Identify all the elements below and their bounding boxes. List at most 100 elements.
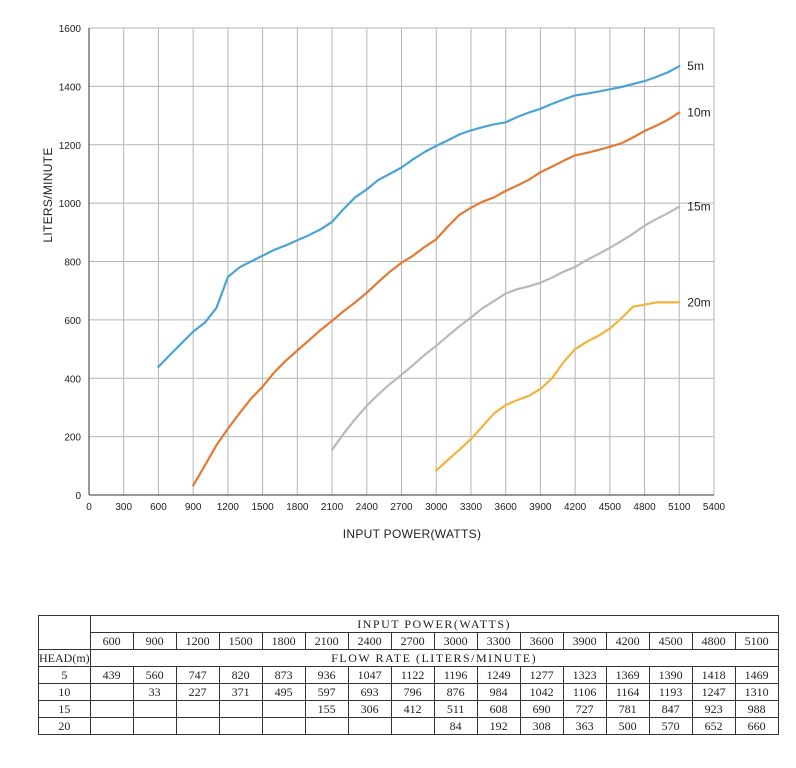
axes: 0 300 600 900 1200 1500 1800 2100 2400 2700 3000 33… [59, 24, 726, 513]
flow-value-cell [89, 700, 134, 718]
flow-value-cell: 439 [89, 666, 134, 684]
flow-value-cell [132, 717, 177, 735]
flow-value-cell: 155 [304, 700, 349, 718]
x-tick-label: 4200 [564, 502, 587, 513]
flow-value-cell: 1106 [562, 683, 607, 701]
flow-value-cell [132, 700, 177, 718]
table-row: 20 84 192 308 363 500 570 652 660 [38, 717, 779, 735]
flow-value-cell: 500 [605, 717, 650, 735]
power-header-cell: 3300 [476, 632, 521, 650]
flow-value-cell [89, 683, 134, 701]
flow-value-cell: 727 [562, 700, 607, 718]
flow-value-cell [218, 700, 263, 718]
flow-value-cell: 747 [175, 666, 220, 684]
x-tick-label: 3600 [495, 502, 518, 513]
x-tick-label: 2100 [321, 502, 344, 513]
power-header-cell: 4500 [648, 632, 693, 650]
x-tick-label: 1800 [286, 502, 309, 513]
power-header-cell: 4200 [605, 632, 650, 650]
y-tick-label: 400 [64, 374, 81, 385]
flow-value-cell: 363 [562, 717, 607, 735]
pump-curve-chart: 0 300 600 900 1200 1500 1800 2100 2400 2700 3000 33… [41, 24, 726, 541]
flow-value-cell: 936 [304, 666, 349, 684]
power-header-cell: 1500 [218, 632, 263, 650]
flow-value-cell: 873 [261, 666, 306, 684]
flow-value-cell: 1323 [562, 666, 607, 684]
x-tick-label: 2400 [356, 502, 379, 513]
y-tick-label: 1400 [59, 82, 82, 93]
flow-value-cell: 1042 [519, 683, 564, 701]
x-tick-label: 4500 [599, 502, 622, 513]
flow-value-cell: 495 [261, 683, 306, 701]
flow-value-cell: 1469 [734, 666, 779, 684]
flow-rate-caption: FLOW RATE (LITERS/MINUTE) [89, 649, 779, 667]
series-line-10m [192, 111, 681, 487]
x-tick-label: 4800 [633, 502, 656, 513]
flow-value-cell: 308 [519, 717, 564, 735]
flow-rate-table: INPUT POWER(WATTS) 600 900 1200 1500 1800 2100… [38, 615, 779, 735]
flow-value-cell: 597 [304, 683, 349, 701]
flow-value-cell: 781 [605, 700, 650, 718]
x-tick-label: 600 [150, 502, 167, 513]
head-label-cell: HEAD(m) [38, 649, 91, 667]
table-corner-cell [38, 615, 91, 650]
flow-value-cell: 1369 [605, 666, 650, 684]
series-line-20m [435, 301, 681, 472]
series-label-20m: 20m [687, 295, 710, 309]
y-axis-title: LITERS/MINUTE [41, 147, 55, 242]
series-label-15m: 15m [687, 200, 710, 214]
flow-value-cell: 1196 [433, 666, 478, 684]
x-tick-label: 2700 [390, 502, 413, 513]
flow-value-cell: 84 [433, 717, 478, 735]
flow-value-cell: 652 [691, 717, 736, 735]
x-tick-label: 1200 [217, 502, 240, 513]
flow-value-cell [261, 717, 306, 735]
input-power-caption: INPUT POWER(WATTS) [89, 615, 779, 633]
power-header-cell: 600 [89, 632, 134, 650]
flow-value-cell: 693 [347, 683, 392, 701]
series-label-5m: 5m [687, 59, 704, 73]
y-tick-label: 0 [75, 491, 81, 502]
flow-value-cell: 1249 [476, 666, 521, 684]
flow-value-cell: 876 [433, 683, 478, 701]
flow-value-cell: 1310 [734, 683, 779, 701]
x-tick-label: 3000 [425, 502, 448, 513]
power-header-cell: 900 [132, 632, 177, 650]
series-labels: 5m 10m 15m 20m [687, 59, 710, 309]
flow-value-cell: 847 [648, 700, 693, 718]
x-tick-label: 3900 [529, 502, 552, 513]
power-header-cell: 1200 [175, 632, 220, 650]
table-flow-caption-row: HEAD(m) FLOW RATE (LITERS/MINUTE) [38, 649, 779, 667]
flow-value-cell: 412 [390, 700, 435, 718]
flow-value-cell: 227 [175, 683, 220, 701]
flow-value-cell: 570 [648, 717, 693, 735]
y-tick-label: 800 [64, 258, 81, 269]
head-value-cell: 10 [38, 683, 91, 701]
flow-value-cell: 1164 [605, 683, 650, 701]
y-tick-label: 1000 [59, 199, 82, 210]
y-tick-label: 600 [64, 316, 81, 327]
power-header-cell: 2400 [347, 632, 392, 650]
flow-value-cell: 660 [734, 717, 779, 735]
flow-value-cell: 306 [347, 700, 392, 718]
flow-value-cell [175, 717, 220, 735]
series-lines [157, 65, 681, 487]
power-header-cell: 3900 [562, 632, 607, 650]
y-tick-label: 1200 [59, 141, 82, 152]
power-header-cell: 2100 [304, 632, 349, 650]
head-value-cell: 5 [38, 666, 91, 684]
flow-value-cell: 984 [476, 683, 521, 701]
x-tick-label: 300 [115, 502, 132, 513]
table-caption-row: INPUT POWER(WATTS) [38, 615, 779, 650]
flow-value-cell: 1418 [691, 666, 736, 684]
flow-value-cell: 371 [218, 683, 263, 701]
flow-value-cell: 988 [734, 700, 779, 718]
x-tick-label: 3300 [460, 502, 483, 513]
flow-value-cell: 560 [132, 666, 177, 684]
power-header-cell: 4800 [691, 632, 736, 650]
power-header-cell: 3600 [519, 632, 564, 650]
grid-lines [88, 27, 715, 496]
flow-value-cell: 192 [476, 717, 521, 735]
table-row: 15 155 306 412 511 608 690 727 781 847 923 988 [38, 700, 779, 718]
x-tick-label: 900 [185, 502, 202, 513]
